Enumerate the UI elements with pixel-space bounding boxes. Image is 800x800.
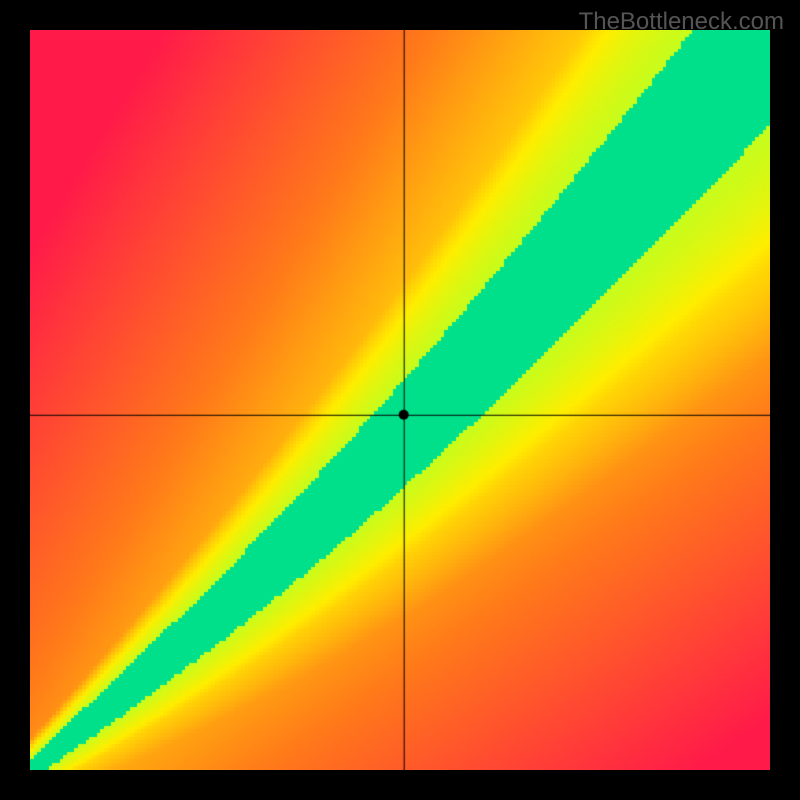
chart-container: TheBottleneck.com [0, 0, 800, 800]
watermark-text: TheBottleneck.com [579, 8, 784, 36]
bottleneck-heatmap [30, 30, 770, 770]
